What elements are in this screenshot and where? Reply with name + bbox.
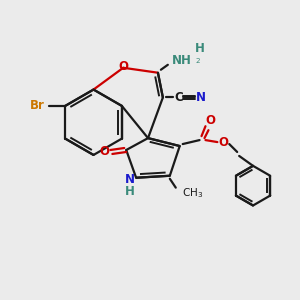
Text: H: H [195, 42, 205, 56]
Text: O: O [218, 136, 228, 148]
Text: O: O [99, 146, 110, 158]
Text: NH: NH [172, 54, 192, 67]
Text: C: C [174, 91, 183, 104]
Text: Br: Br [30, 99, 45, 112]
Text: O: O [118, 60, 128, 73]
Text: O: O [206, 114, 215, 127]
Text: N: N [125, 173, 135, 186]
Text: H: H [125, 185, 135, 198]
Text: N: N [196, 91, 206, 104]
Text: CH$_3$: CH$_3$ [182, 187, 203, 200]
Text: $_2$: $_2$ [195, 56, 200, 66]
